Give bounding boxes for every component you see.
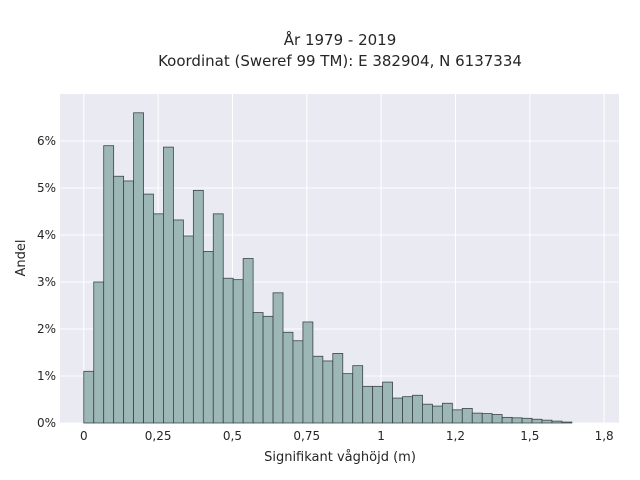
x-tick-label: 1,5 xyxy=(520,429,539,443)
histogram-bar xyxy=(93,281,105,424)
y-tick-label: 4% xyxy=(37,228,56,242)
histogram-bar xyxy=(153,213,164,424)
chart-title-line-2: Koordinat (Sweref 99 TM): E 382904, N 61… xyxy=(158,52,522,70)
histogram-bars xyxy=(83,112,573,424)
x-axis-label: Signifikant våghöjd (m) xyxy=(264,450,416,465)
histogram-bar xyxy=(182,235,194,424)
histogram-bar xyxy=(133,112,144,424)
histogram-bar xyxy=(83,370,95,424)
histogram-bar xyxy=(312,355,324,424)
histogram-bar xyxy=(432,405,443,424)
y-tick-label: 2% xyxy=(37,322,56,336)
histogram-bar xyxy=(382,381,393,424)
x-tick-labels: 0 0,25 0,5 0,75 1 1,2 1,5 1,8 xyxy=(80,429,614,443)
histogram-bar xyxy=(451,409,463,424)
histogram-bar xyxy=(511,417,523,424)
histogram-bar xyxy=(222,277,234,424)
histogram-bar xyxy=(292,340,304,424)
x-tick-label: 0,25 xyxy=(145,429,172,443)
histogram-bar xyxy=(372,385,384,424)
chart-title-line-1: År 1979 - 2019 xyxy=(284,30,397,49)
histogram-bar xyxy=(192,189,204,424)
histogram-bar xyxy=(412,394,423,424)
y-tick-labels: 0% 1% 2% 3% 4% 5% 6% xyxy=(37,134,56,430)
x-tick-label: 1,2 xyxy=(446,429,465,443)
y-axis-label: Andel xyxy=(14,240,29,277)
histogram-bar xyxy=(232,279,244,424)
histogram-bar xyxy=(491,414,503,424)
histogram-bar xyxy=(143,193,154,424)
histogram-bar xyxy=(561,421,573,424)
histogram-bar xyxy=(352,365,364,424)
x-tick-label: 0 xyxy=(80,429,88,443)
histogram-bar xyxy=(402,396,413,424)
histogram-bar xyxy=(441,402,453,424)
histogram-bar xyxy=(541,419,553,424)
histogram-bar xyxy=(103,145,115,424)
histogram-bar xyxy=(252,312,264,424)
histogram-bar xyxy=(272,292,284,424)
x-tick-label: 0,75 xyxy=(293,429,320,443)
histogram-bar xyxy=(262,315,274,424)
x-tick-label: 1,8 xyxy=(595,429,614,443)
histogram-bar xyxy=(282,331,294,424)
y-tick-label: 6% xyxy=(37,134,56,148)
y-tick-label: 0% xyxy=(37,416,56,430)
histogram-bar xyxy=(521,417,533,424)
x-tick-label: 0,5 xyxy=(223,429,242,443)
y-tick-label: 3% xyxy=(37,275,56,289)
y-tick-label: 5% xyxy=(37,181,56,195)
histogram-bar xyxy=(501,416,513,424)
histogram-bar xyxy=(202,251,214,424)
histogram-bar xyxy=(531,418,543,424)
histogram-bar xyxy=(123,180,134,424)
y-tick-label: 1% xyxy=(37,369,56,383)
histogram-bar xyxy=(551,420,563,424)
histogram-bar xyxy=(461,408,473,424)
histogram-bar xyxy=(471,412,483,424)
histogram-bar xyxy=(481,413,493,424)
histogram-bar xyxy=(163,146,174,424)
histogram-bar xyxy=(392,397,403,424)
histogram-bar xyxy=(113,175,125,424)
histogram-bar xyxy=(242,258,254,424)
x-tick-label: 1 xyxy=(377,429,385,443)
histogram-bar xyxy=(332,353,344,424)
histogram-bar xyxy=(322,360,334,424)
histogram-bar xyxy=(362,385,374,424)
histogram-bar xyxy=(342,373,354,424)
histogram-bar xyxy=(173,219,184,424)
histogram-bar xyxy=(302,321,314,424)
histogram-bar xyxy=(422,403,433,424)
histogram-bar xyxy=(212,213,224,424)
